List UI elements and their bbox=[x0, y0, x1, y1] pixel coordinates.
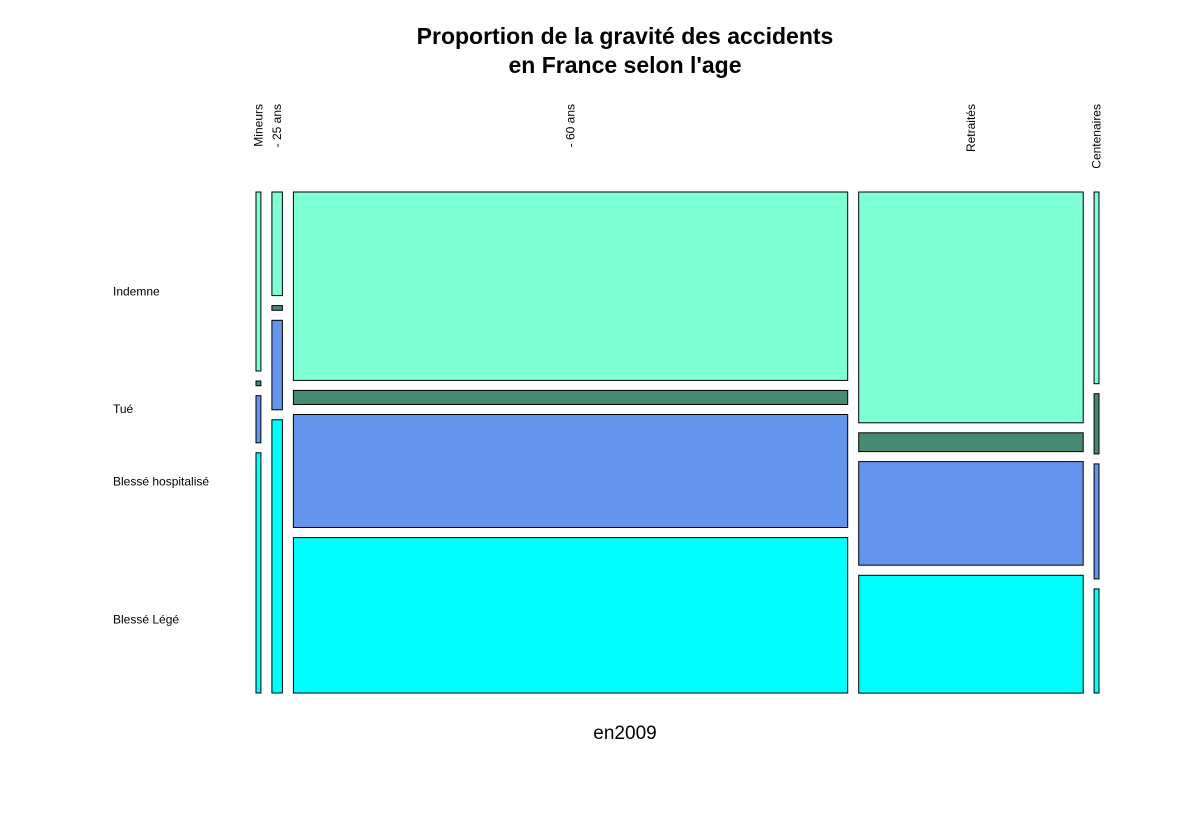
tile-retraites-indemne bbox=[858, 191, 1084, 424]
tile-centenaires-blesse-lege bbox=[1093, 588, 1100, 694]
row-label-tue: Tué bbox=[113, 402, 134, 416]
tile-centenaires-blesse-hospitalise bbox=[1093, 463, 1100, 580]
tile-mineurs-indemne bbox=[255, 191, 262, 372]
tile-centenaires-tue bbox=[1093, 393, 1100, 455]
tile-mineurs-blesse-hospitalise bbox=[255, 395, 262, 444]
tile-mineurs-tue bbox=[255, 380, 262, 387]
tile-25-ans-blesse-hospitalise bbox=[271, 319, 283, 411]
row-labels: Indemne Tué Blessé hospitalisé Blessé Légé bbox=[113, 285, 209, 627]
chart-title-line-1: Proportion de la gravité des accidents bbox=[417, 23, 834, 49]
tile-retraites-blesse-hospitalise bbox=[858, 461, 1084, 566]
tile-retraites-tue bbox=[858, 432, 1084, 453]
tile-retraites-blesse-lege bbox=[858, 574, 1084, 694]
tile-60-ans-tue bbox=[292, 389, 849, 405]
tile-60-ans-blesse-lege bbox=[292, 537, 849, 694]
tile-60-ans-indemne bbox=[292, 191, 849, 381]
tile-25-ans-blesse-lege bbox=[271, 419, 283, 694]
tile-25-ans-tue bbox=[271, 305, 283, 311]
tile-centenaires-indemne bbox=[1093, 191, 1100, 385]
column-label-mineurs: Mineurs bbox=[251, 104, 265, 147]
column-labels: Mineurs - 25 ans - 60 ans Retraités Centenai… bbox=[251, 104, 1103, 169]
chart-title-line-2: en France selon l'age bbox=[509, 52, 742, 78]
mosaic-tiles bbox=[255, 191, 1100, 694]
column-label-25-ans: - 25 ans bbox=[270, 104, 284, 147]
x-axis-label: en2009 bbox=[593, 723, 656, 744]
tile-mineurs-blesse-lege bbox=[255, 452, 262, 694]
row-label-blesse-hospitalise: Blessé hospitalisé bbox=[113, 475, 209, 489]
column-label-centenaires: Centenaires bbox=[1090, 104, 1104, 169]
tile-60-ans-blesse-hospitalise bbox=[292, 414, 849, 528]
tile-25-ans-indemne bbox=[271, 191, 283, 297]
column-label-60-ans: - 60 ans bbox=[564, 104, 578, 147]
column-label-retraites: Retraités bbox=[964, 104, 978, 152]
row-label-blesse-lege: Blessé Légé bbox=[113, 613, 179, 627]
row-label-indemne: Indemne bbox=[113, 285, 160, 299]
